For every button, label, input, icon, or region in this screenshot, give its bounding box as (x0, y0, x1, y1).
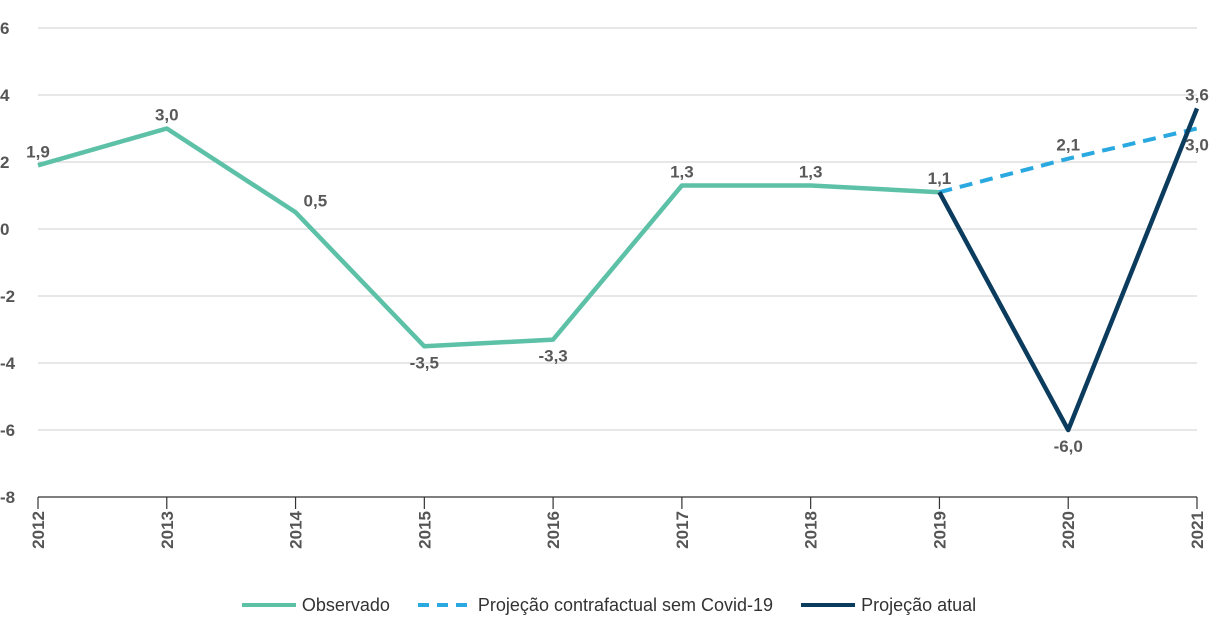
data-label: 1,1 (928, 169, 952, 188)
y-tick-label: -4 (0, 354, 16, 373)
y-tick-label: 0 (0, 220, 9, 239)
series-line (937, 107, 1200, 433)
legend-swatch (241, 603, 296, 607)
gridlines (38, 27, 1197, 431)
x-tick-label: 2015 (415, 511, 434, 549)
data-label: 0,5 (304, 191, 328, 210)
line-chart: 6 4 2 0 -2 -4 -6 -8 2012 2013 2014 2015 2016 2017 2018… (0, 19, 1209, 549)
data-label: -6,0 (1054, 437, 1083, 456)
legend-item: Projeção atual (801, 595, 976, 616)
data-label: -3,3 (538, 347, 567, 366)
data-label: 1,3 (670, 162, 694, 181)
data-label: 2,1 (1056, 136, 1080, 155)
y-tick-label: -6 (0, 421, 15, 440)
x-tick-label: 2013 (158, 511, 177, 549)
legend-label: Projeção contrafactual sem Covid-19 (477, 594, 774, 615)
legend-item: Observado (241, 594, 390, 616)
x-tick-label: 2012 (29, 511, 48, 549)
x-tick-label: 2014 (287, 510, 306, 548)
data-label: 1,3 (799, 162, 823, 181)
legend-item: Projeção contrafactual sem Covid-19 (417, 594, 774, 616)
data-label: 1,9 (26, 142, 50, 161)
data-label: 3,0 (1185, 136, 1209, 155)
x-tick-label: 2017 (673, 511, 692, 549)
x-tick-label: 2020 (1059, 511, 1078, 549)
series-lines (37, 107, 1200, 433)
y-tick-label: -2 (0, 287, 15, 306)
data-labels: 1,9 3,0 0,5 -3,5 -3,3 1,3 1,3 1,1 -6,0 2,1 3,6 3,0 (26, 85, 1209, 456)
series-line (938, 126, 1198, 195)
legend-label: Projeção atual (861, 594, 977, 615)
x-tick-label: 2018 (802, 511, 821, 549)
data-label: 3,6 (1185, 85, 1209, 104)
legend-swatch (417, 603, 472, 607)
legend-swatch (801, 603, 856, 607)
x-tick-label: 2016 (544, 511, 563, 549)
y-tick-label: 2 (0, 153, 9, 172)
y-tick-label: -8 (0, 488, 15, 507)
data-label: 3,0 (155, 106, 179, 125)
y-tick-label: 6 (0, 19, 9, 38)
axes: 6 4 2 0 -2 -4 -6 -8 2012 2013 2014 2015 2016 2017 2018… (0, 19, 1207, 549)
x-tick-label: 2019 (930, 511, 949, 549)
y-tick-label: 4 (0, 86, 10, 105)
series-line (37, 126, 940, 349)
legend-label: Observado (301, 594, 390, 615)
data-label: -3,5 (410, 353, 439, 372)
x-tick-label: 2021 (1188, 511, 1207, 549)
legend: Observado Projeção contrafactual sem Covi… (0, 592, 1218, 618)
